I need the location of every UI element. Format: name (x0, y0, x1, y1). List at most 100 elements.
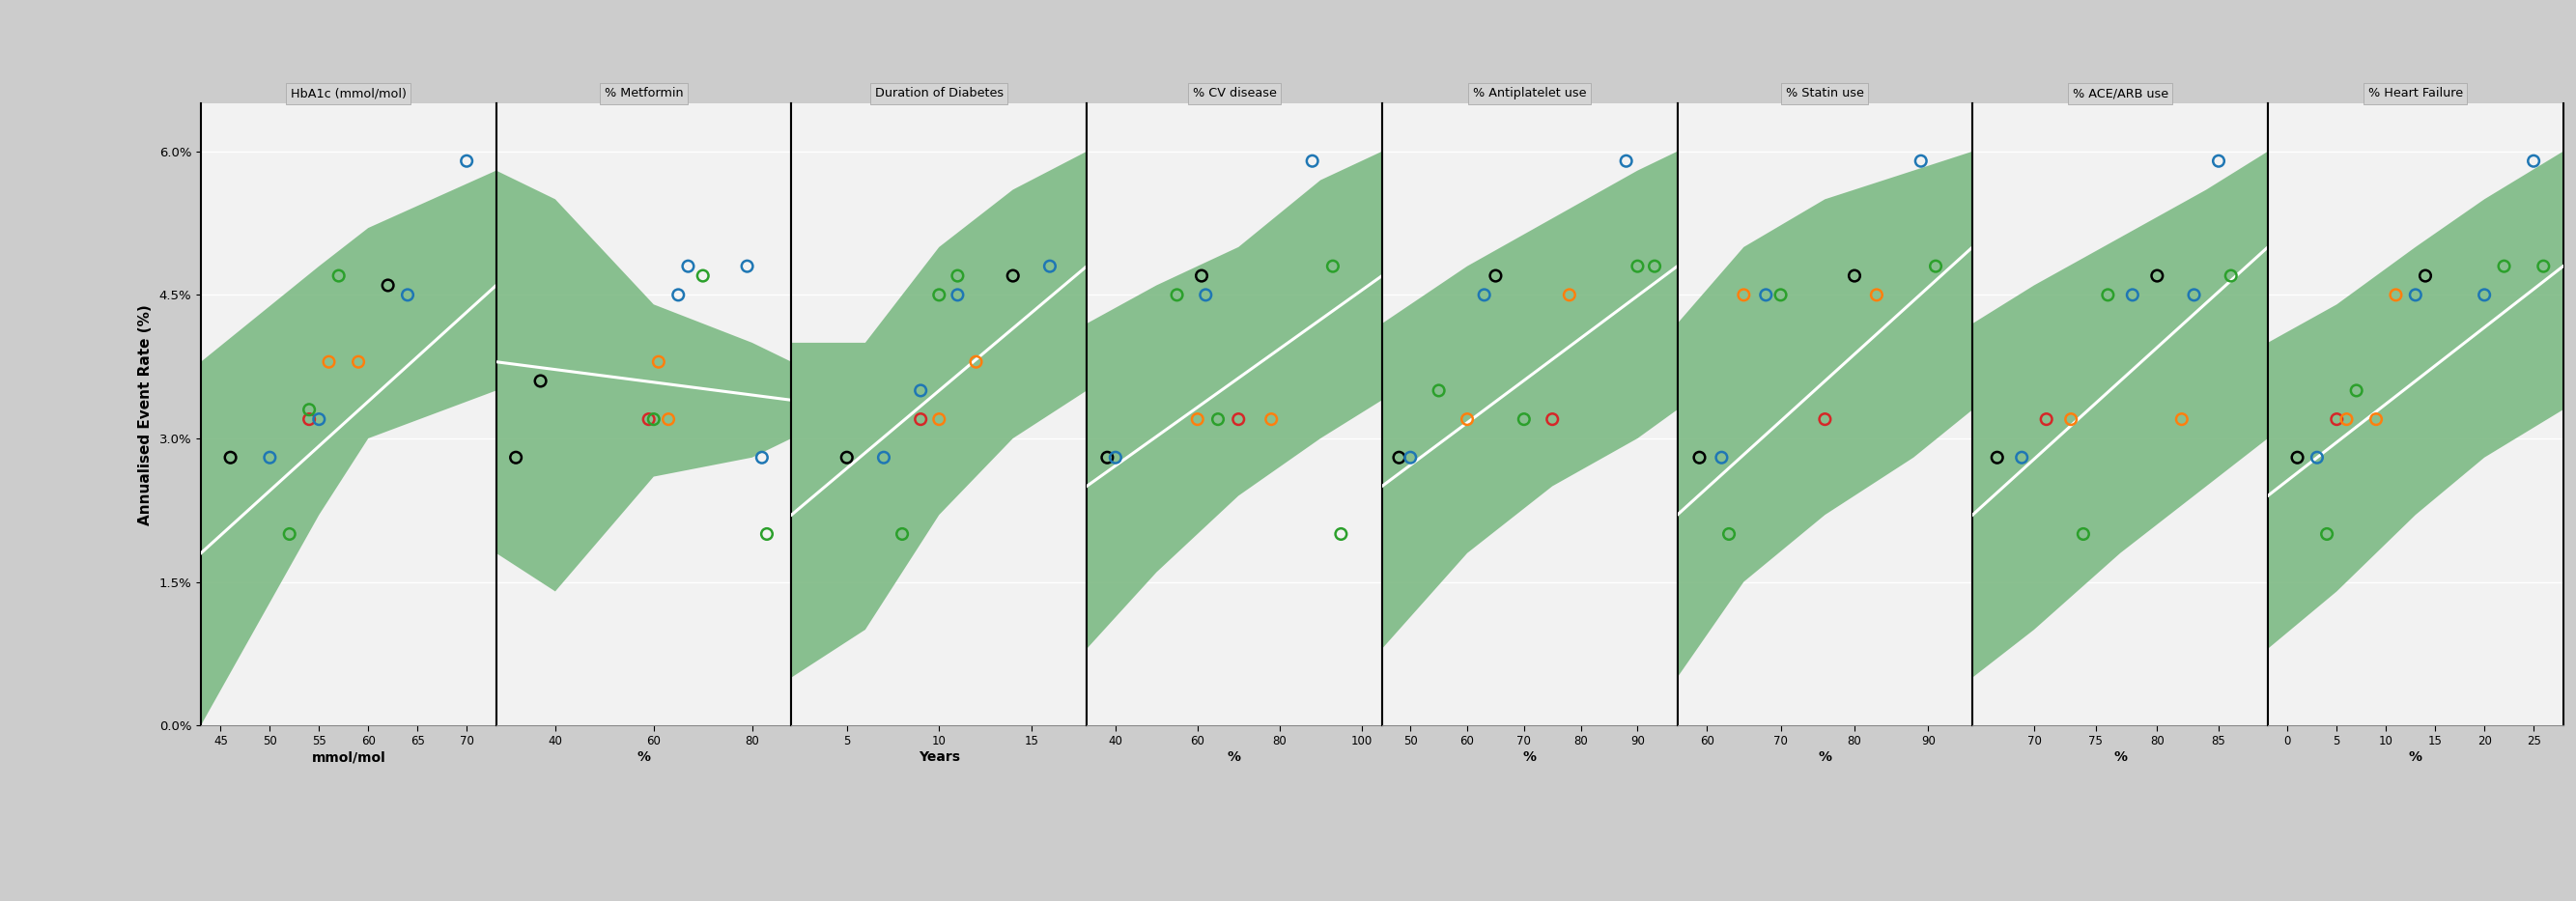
Point (2063, 527, 2105, 542)
Point (317, 268, 358, 283)
Title: Duration of Diabetes: Duration of Diabetes (876, 87, 1005, 100)
Point (289, 403, 330, 417)
Point (1378, 450, 1419, 465)
Title: % Antiplatelet use: % Antiplatelet use (1473, 87, 1587, 100)
Polygon shape (497, 170, 791, 591)
Point (726, 259, 768, 273)
Point (2354, 412, 2396, 426)
X-axis label: Years: Years (920, 751, 961, 764)
Point (1633, 259, 1674, 273)
Point (956, 355, 997, 369)
Title: % Statin use: % Statin use (1785, 87, 1865, 100)
Point (209, 450, 250, 465)
Point (667, 259, 708, 273)
Point (1448, 412, 1489, 426)
Point (1914, 259, 1955, 273)
Point (2087, 287, 2128, 302)
X-axis label: %: % (1522, 751, 1535, 764)
Point (1177, 412, 1218, 426)
Point (446, 154, 487, 168)
Point (1708, 527, 1749, 542)
X-axis label: %: % (2112, 751, 2128, 764)
Point (1095, 450, 1136, 465)
Point (1504, 412, 1546, 426)
Title: HbA1c (mmol/mol): HbA1c (mmol/mol) (291, 87, 407, 100)
Point (2396, 287, 2437, 302)
Point (268, 527, 309, 542)
X-axis label: %: % (1229, 751, 1242, 764)
Point (992, 268, 1033, 283)
Point (309, 355, 350, 369)
Point (1834, 268, 1875, 283)
Point (1030, 259, 1072, 273)
Point (2050, 412, 2092, 426)
Point (881, 527, 922, 542)
Point (747, 527, 788, 542)
Point (1157, 287, 1198, 302)
Polygon shape (2267, 151, 2563, 649)
Point (863, 450, 904, 465)
Point (1311, 259, 1352, 273)
Point (629, 412, 670, 426)
Point (2522, 259, 2563, 273)
Point (2463, 287, 2504, 302)
Point (742, 450, 783, 465)
Point (920, 287, 961, 302)
Polygon shape (1381, 151, 1677, 649)
Point (1419, 383, 1461, 397)
Point (299, 412, 340, 426)
Point (827, 450, 868, 465)
Point (1198, 412, 1239, 426)
Point (639, 355, 680, 369)
Point (2210, 268, 2251, 283)
Point (1252, 412, 1293, 426)
Point (2326, 412, 2367, 426)
Point (2306, 527, 2347, 542)
Title: % Metformin: % Metformin (605, 87, 683, 100)
Point (2136, 268, 2177, 283)
Point (1976, 450, 2017, 465)
Point (899, 412, 940, 426)
Point (899, 383, 940, 397)
Y-axis label: Annualised Event Rate (%): Annualised Event Rate (%) (137, 304, 152, 525)
Point (647, 412, 688, 426)
Point (2336, 383, 2378, 397)
Point (2112, 287, 2154, 302)
Point (1680, 450, 1721, 465)
Point (2316, 412, 2357, 426)
Point (2295, 450, 2336, 465)
Point (1463, 287, 1504, 302)
Point (2514, 154, 2555, 168)
Point (1855, 287, 1896, 302)
Point (2002, 450, 2043, 465)
Polygon shape (1087, 151, 1383, 649)
Point (938, 268, 979, 283)
Point (250, 450, 291, 465)
Point (1476, 268, 1517, 283)
Point (2025, 412, 2066, 426)
Point (1218, 412, 1260, 426)
Point (2375, 287, 2416, 302)
Point (368, 278, 410, 293)
Point (1087, 450, 1128, 465)
Point (1803, 412, 1844, 426)
Point (1700, 450, 1741, 465)
X-axis label: mmol/mol: mmol/mol (312, 751, 386, 764)
Point (1533, 412, 1574, 426)
Point (1180, 268, 1221, 283)
Point (2174, 287, 2215, 302)
Title: % Heart Failure: % Heart Failure (2367, 87, 2463, 100)
Title: % CV disease: % CV disease (1193, 87, 1275, 100)
Point (289, 412, 330, 426)
Point (1747, 287, 1788, 302)
Polygon shape (1973, 151, 2267, 678)
Point (920, 412, 961, 426)
Point (495, 450, 536, 465)
Point (1618, 259, 1659, 273)
Point (386, 287, 428, 302)
X-axis label: %: % (636, 751, 652, 764)
X-axis label: %: % (1819, 751, 1832, 764)
Point (1901, 154, 1942, 168)
Point (1605, 154, 1646, 168)
Point (1291, 154, 1332, 168)
